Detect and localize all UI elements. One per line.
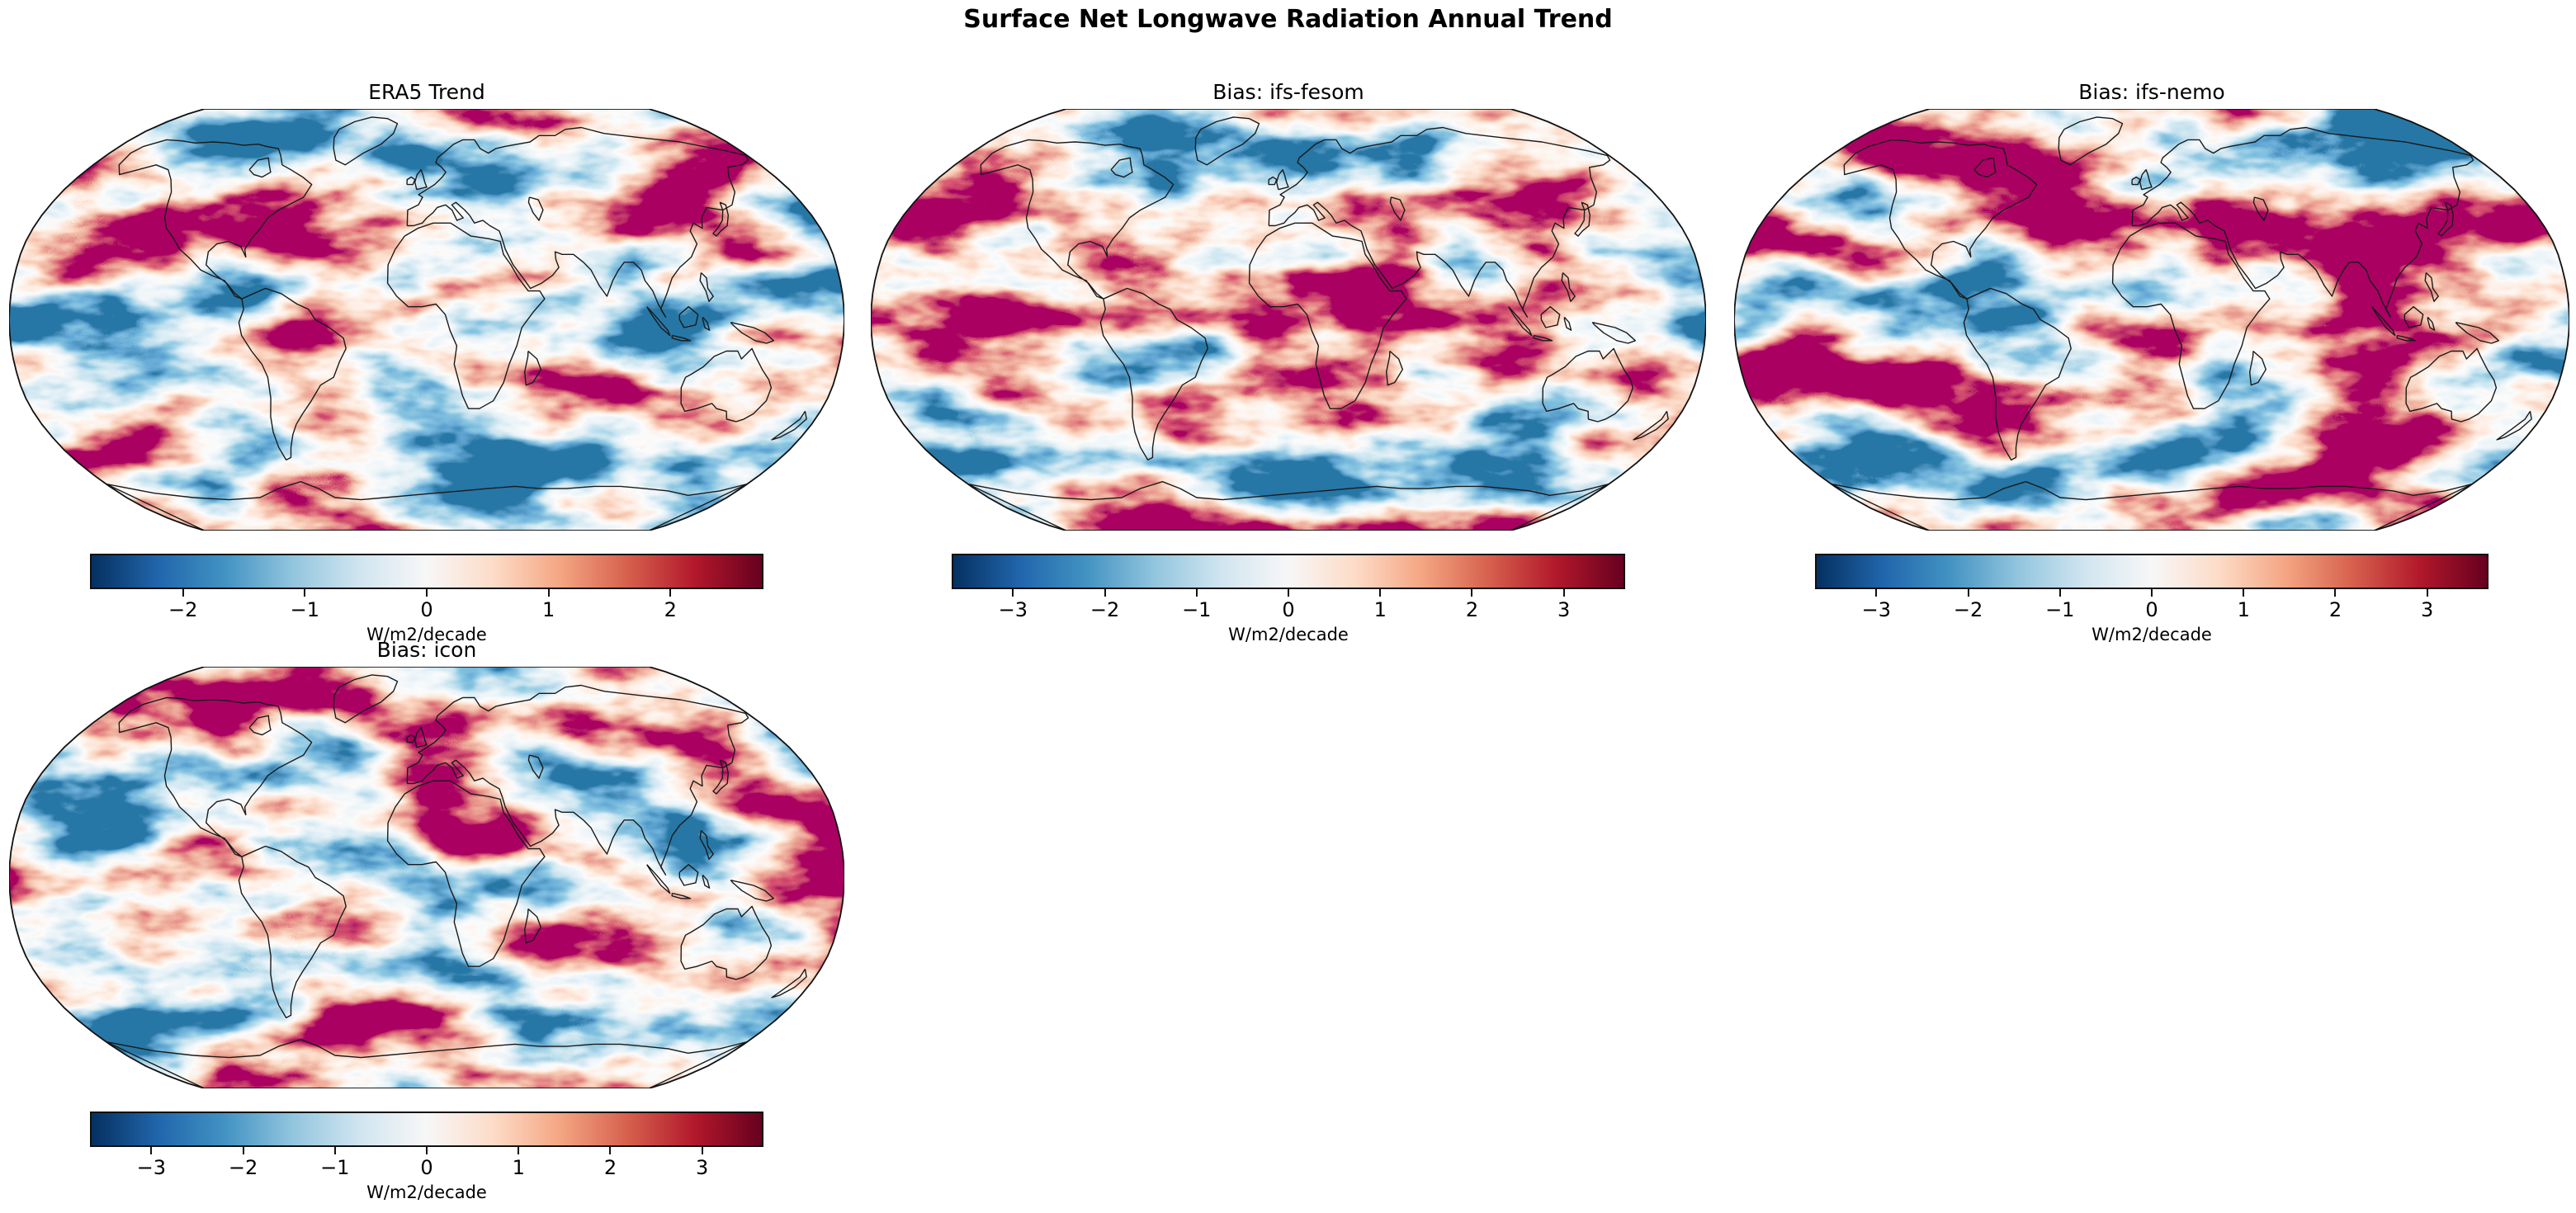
panel-era5: ERA5 Trend W/m2/decade −2 −1 0 1 2: [9, 79, 844, 646]
coastlines: [967, 116, 1669, 531]
coastlines: [1831, 116, 2532, 531]
colorbar-tick: [242, 1147, 244, 1154]
map-boundary: [9, 109, 844, 531]
colorbar-tick-label: 3: [696, 1156, 709, 1179]
colorbar-tick: [669, 589, 672, 597]
map-boundary: [1734, 109, 2569, 531]
colorbar-tick: [1379, 589, 1382, 597]
colorbar-tick: [1562, 589, 1565, 597]
colorbar-tick: [150, 1147, 153, 1154]
colorbar-tick-label: 0: [2145, 598, 2158, 621]
panel-title: Bias: ifs-fesom: [1212, 80, 1364, 104]
colorbar-tick: [701, 1147, 703, 1154]
colorbar-unit-label: W/m2/decade: [1228, 625, 1349, 644]
colorbar: W/m2/decade −3 −2 −1 0 1 2 3: [871, 554, 1706, 646]
colorbar-tick-label: 0: [420, 1156, 433, 1179]
world-map-robinson: [1734, 109, 2569, 531]
colorbar-tick: [547, 589, 550, 597]
colorbar-gradient: [90, 1112, 763, 1147]
map-boundary: [9, 667, 844, 1088]
colorbar-tick: [426, 1147, 428, 1154]
colorbar-tick-label: −3: [998, 598, 1028, 621]
colorbar-tick-label: −1: [2045, 598, 2075, 621]
panel-title: Bias: icon: [376, 638, 477, 662]
colorbar-tick: [2151, 589, 2153, 597]
figure-title: Surface Net Longwave Radiation Annual Tr…: [963, 5, 1613, 34]
colorbar-tick: [426, 589, 428, 597]
colorbar-tick: [304, 589, 306, 597]
colorbar-tick-label: 3: [2421, 598, 2434, 621]
colorbar-tick-label: −3: [1861, 598, 1891, 621]
colorbar-gradient: [1815, 554, 2489, 589]
coastlines: [106, 116, 807, 531]
colorbar-tick-label: 1: [512, 1156, 525, 1179]
colorbar-tick-label: 0: [420, 598, 433, 621]
colorbar-tick: [2426, 589, 2428, 597]
colorbar-tick-label: 2: [603, 1156, 617, 1179]
panel-title: ERA5 Trend: [368, 80, 485, 104]
panel-icon: Bias: icon W/m2/decade −3 −2 −1 0 1 2 3: [9, 637, 844, 1204]
panel-ifs-fesom: Bias: ifs-fesom W/m2/decade −3 −2 −1 0 1 2 3: [871, 79, 1706, 646]
colorbar-tick: [2334, 589, 2337, 597]
colorbar-tick-label: −2: [228, 1156, 258, 1179]
colorbar-tick: [182, 589, 184, 597]
colorbar-tick: [1104, 589, 1106, 597]
colorbar-tick-label: −2: [1953, 598, 1983, 621]
coastlines: [106, 674, 807, 1088]
colorbar: W/m2/decade −3 −2 −1 0 1 2 3: [9, 1112, 844, 1204]
map-boundary: [871, 109, 1706, 531]
colorbar: W/m2/decade −2 −1 0 1 2: [9, 554, 844, 646]
colorbar-unit-label: W/m2/decade: [2092, 625, 2212, 644]
colorbar-tick-label: 2: [1465, 598, 1479, 621]
colorbar-tick: [2058, 589, 2061, 597]
colorbar-tick-label: 3: [1557, 598, 1571, 621]
colorbar-tick: [333, 1147, 336, 1154]
colorbar-tick-label: 2: [2328, 598, 2342, 621]
colorbar-tick-label: 1: [2237, 598, 2250, 621]
colorbar-tick-label: 2: [664, 598, 677, 621]
colorbar-tick-label: −1: [290, 598, 320, 621]
colorbar-tick-label: 1: [541, 598, 555, 621]
colorbar-tick-label: −1: [320, 1156, 350, 1179]
colorbar-tick: [518, 1147, 520, 1154]
world-map-robinson: [9, 667, 844, 1088]
colorbar-unit-label: W/m2/decade: [366, 1182, 487, 1202]
world-map-robinson: [871, 109, 1706, 531]
colorbar-tick: [1012, 589, 1014, 597]
colorbar-tick: [1195, 589, 1198, 597]
panel-title: Bias: ifs-nemo: [2078, 80, 2225, 104]
colorbar-tick: [1967, 589, 1969, 597]
colorbar-tick: [1288, 589, 1289, 597]
panel-ifs-nemo: Bias: ifs-nemo W/m2/decade −3 −2 −1 0 1 2 3: [1734, 79, 2569, 646]
colorbar-tick-label: 0: [1282, 598, 1295, 621]
colorbar-gradient: [952, 554, 1625, 589]
colorbar-tick: [1471, 589, 1473, 597]
colorbar-tick: [609, 1147, 612, 1154]
colorbar-tick: [2243, 589, 2245, 597]
colorbar-tick-label: 1: [1373, 598, 1387, 621]
colorbar-unit-label: W/m2/decade: [366, 625, 487, 644]
colorbar-tick-label: −1: [1182, 598, 1212, 621]
colorbar-tick-label: −2: [168, 598, 198, 621]
colorbar-tick-label: −2: [1089, 598, 1120, 621]
colorbar-tick-label: −3: [136, 1156, 166, 1179]
colorbar: W/m2/decade −3 −2 −1 0 1 2 3: [1734, 554, 2569, 646]
colorbar-gradient: [90, 554, 763, 589]
world-map-robinson: [9, 109, 844, 531]
colorbar-tick: [1875, 589, 1878, 597]
